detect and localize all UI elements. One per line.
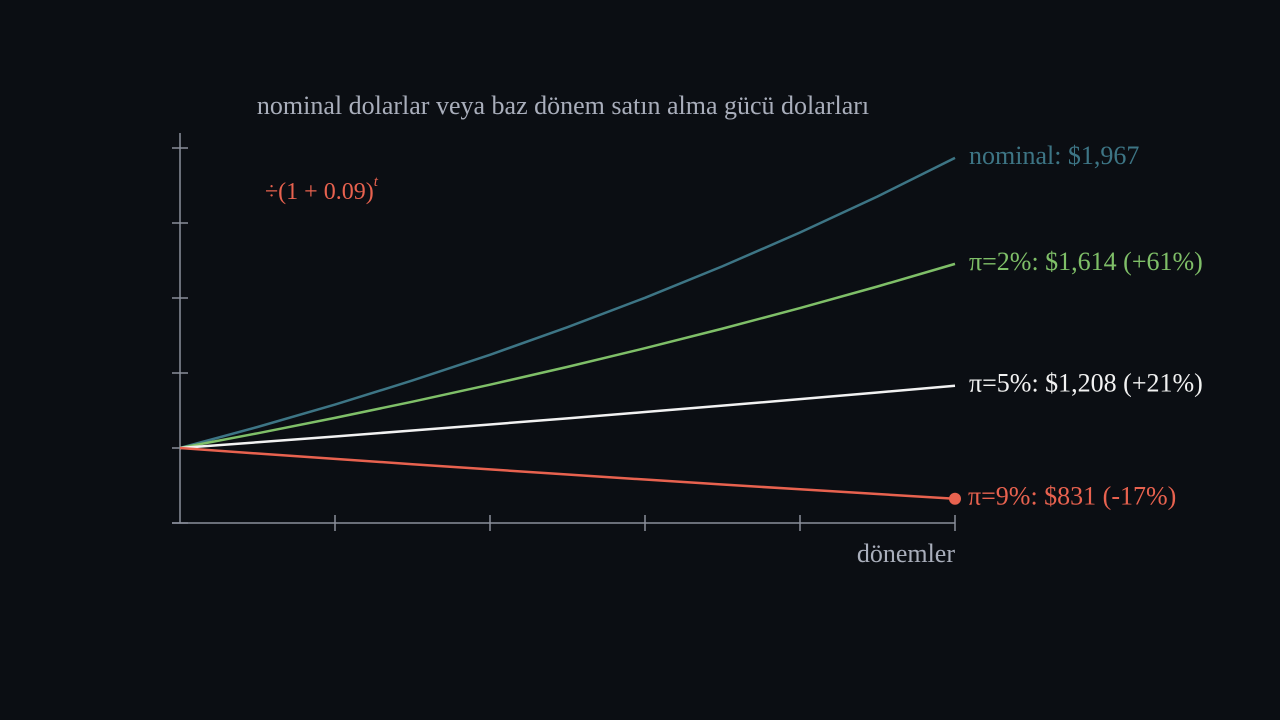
series-line bbox=[179, 446, 956, 500]
series-label: π=9%: $831 (-17%) bbox=[968, 482, 1176, 511]
end-marker bbox=[949, 492, 961, 505]
series-label: π=5%: $1,208 (+21%) bbox=[969, 369, 1203, 398]
annotation-base: ÷(1 + 0.09) bbox=[265, 179, 374, 205]
series-line bbox=[179, 384, 956, 450]
chart-title: nominal dolarlar veya baz dönem satın al… bbox=[257, 91, 869, 120]
annotation-exponent: t bbox=[374, 174, 379, 190]
series-label: π=2%: $1,614 (+61%) bbox=[969, 247, 1203, 276]
series-line bbox=[179, 262, 956, 450]
x-axis-label: dönemler bbox=[857, 539, 956, 568]
series-label: nominal: $1,967 bbox=[969, 141, 1139, 170]
annotation: ÷(1 + 0.09)t bbox=[265, 174, 379, 204]
series-line bbox=[179, 156, 956, 450]
